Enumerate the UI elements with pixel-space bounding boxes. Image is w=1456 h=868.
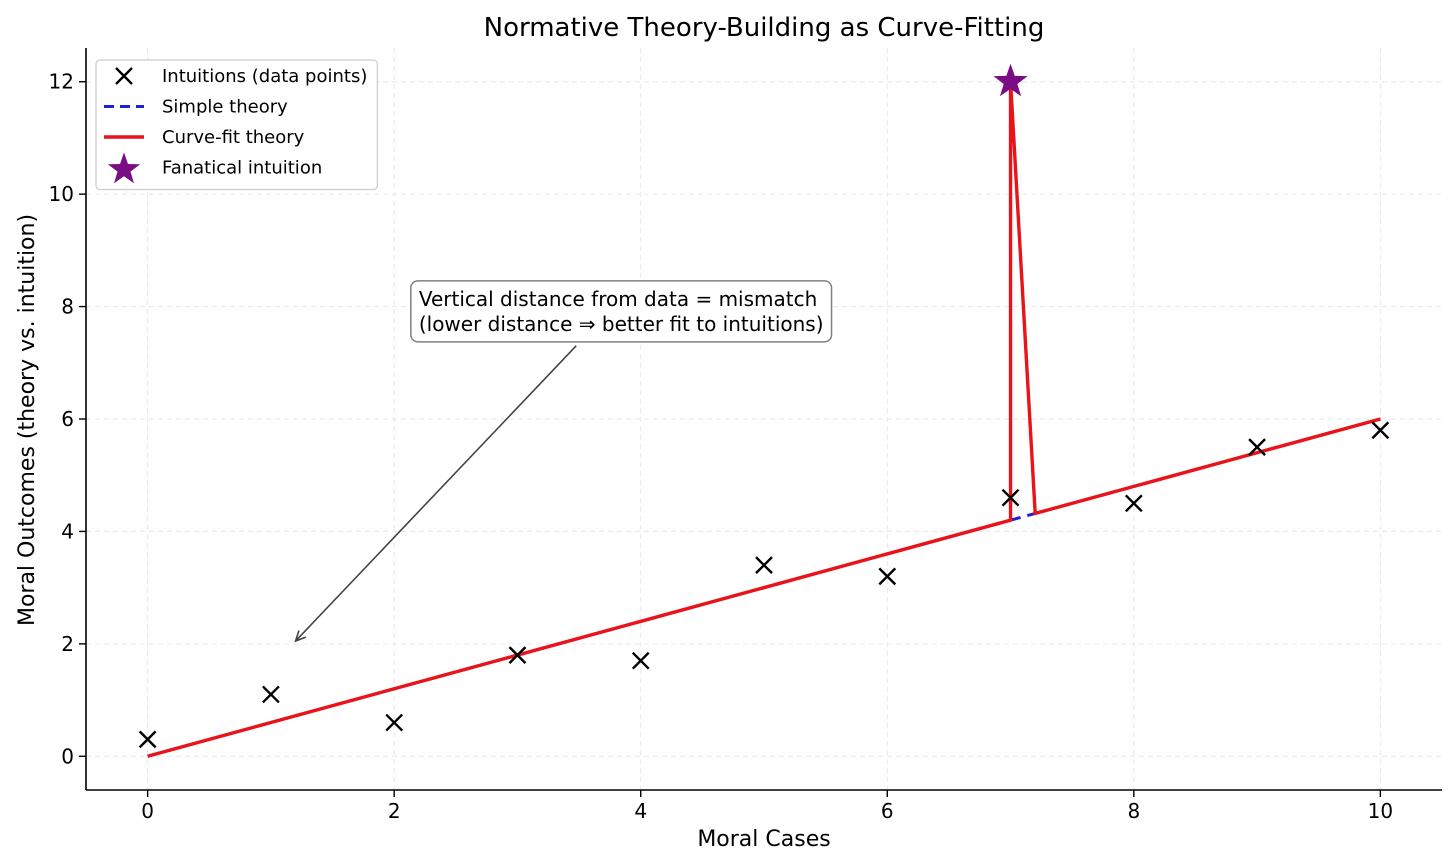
legend-label-intuitions-data-points: Intuitions (data points) [162,66,367,87]
intuitions-data-points-point-4 [631,651,650,670]
legend-box [95,59,378,191]
annotation-text-line-1: Vertical distance from data = mismatch [419,287,817,311]
intuitions-data-points-point-8 [1124,494,1143,513]
legend: Intuitions (data points) Simple theory Cur… [95,59,378,191]
legend-label-simple-theory: Simple theory [162,97,288,118]
intuitions-data-points-point-0 [138,730,157,749]
x-tick-label-8: 8 [1127,799,1140,823]
legend-handle-fanatical-intuition [107,152,141,184]
x-tick-label-6: 6 [881,799,894,823]
intuitions-data-points-point-3 [508,646,527,664]
intuitions-data-points-point-7 [1001,488,1020,507]
intuitions-data-points-point-5 [755,556,773,575]
y-axis-label: Moral Outcomes (theory vs. intuition) [15,214,40,626]
intuitions-data-points-point-1 [262,685,280,704]
y-tick-label-4: 4 [61,519,74,543]
plot-area [138,63,1390,758]
x-axis-label: Moral Cases [697,827,830,852]
annotation-text-line-2: (lower distance ⇒ better fit to intuitio… [419,312,824,336]
y-tick-label-12: 12 [49,70,74,94]
y-tick-label-10: 10 [49,182,74,206]
intuitions-data-points-point-2 [385,713,404,732]
fanatical-intuition-point-0 [993,63,1028,97]
intuitions-data-points-point-10 [1371,421,1390,440]
y-tick-label-8: 8 [61,295,74,319]
y-tick-label-2: 2 [61,632,74,656]
legend-label-fanatical-intuition: Fanatical intuition [162,158,322,179]
intuitions-data-points-point-9 [1248,438,1266,456]
legend-handle-intuitions-data-points [115,67,133,85]
y-tick-label-0: 0 [61,744,74,768]
legend-label-curve-fit-theory: Curve-fit theory [162,127,305,148]
annotation-box [410,280,833,343]
x-tick-label-10: 10 [1368,799,1393,823]
x-tick-label-4: 4 [634,799,647,823]
annotation-arrowhead [294,630,307,643]
annotation: Vertical distance from data = mismatch (… [294,280,833,643]
x-tick-label-0: 0 [141,799,154,823]
grid [86,48,1442,790]
y-tick-label-6: 6 [61,407,74,431]
axis-ticks: 0 2 4 6 8 10 0 2 4 6 8 10 12 [49,70,1394,823]
annotation-arrow [294,345,577,642]
chart-title: Normative Theory-Building as Curve-Fitti… [484,13,1045,43]
intuitions-data-points-point-6 [878,567,897,586]
x-tick-label-2: 2 [388,799,401,823]
